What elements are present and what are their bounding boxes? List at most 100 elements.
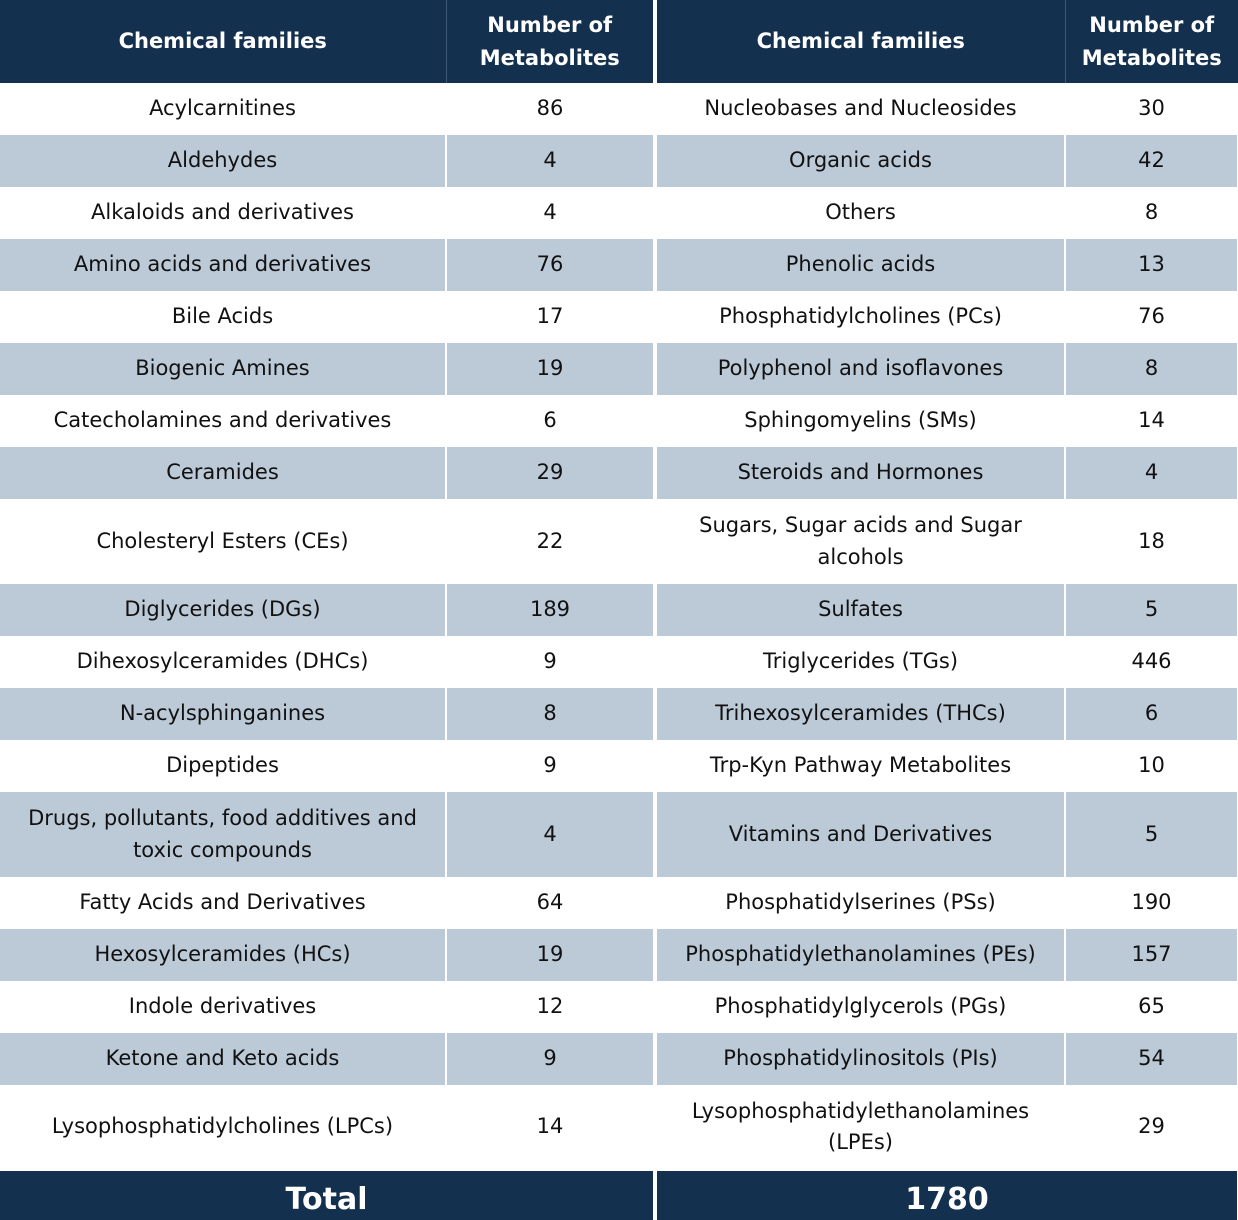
count-cell: 13 [1065, 239, 1238, 291]
family-cell: Polyphenol and isoflavones [655, 343, 1066, 395]
count-cell: 18 [1065, 499, 1238, 584]
count-cell: 54 [1065, 1033, 1238, 1085]
count-cell: 19 [446, 343, 657, 395]
family-cell: Phosphatidylinositols (PIs) [655, 1033, 1066, 1085]
table-row: Amino acids and derivatives 76 Phenolic ac… [0, 239, 1238, 291]
total-row: Total 1780 [0, 1169, 1238, 1220]
family-cell: Drugs, pollutants, food additives and to… [0, 792, 447, 877]
table-row: Lysophosphatidylcholines (LPCs) 14 Lysopho… [0, 1085, 1238, 1170]
count-cell: 64 [446, 877, 657, 929]
total-label: Total [0, 1169, 657, 1220]
count-cell: 8 [1065, 187, 1238, 239]
count-cell: 4 [446, 187, 657, 239]
table-row: Ketone and Keto acids 9 Phosphatidylinosit… [0, 1033, 1238, 1085]
count-cell: 76 [446, 239, 657, 291]
header-cell: Number of Metabolites [1065, 0, 1238, 83]
family-cell: Amino acids and derivatives [0, 239, 447, 291]
count-cell: 22 [446, 499, 657, 584]
family-cell: Phosphatidylserines (PSs) [655, 877, 1066, 929]
family-cell: Acylcarnitines [0, 83, 447, 135]
family-cell: Vitamins and Derivatives [655, 792, 1066, 877]
count-cell: 10 [1065, 740, 1238, 792]
family-cell: Lysophosphatidylethanolamines (LPEs) [655, 1085, 1066, 1170]
table-row: Aldehydes 4 Organic acids 42 [0, 135, 1238, 187]
family-cell: Others [655, 187, 1066, 239]
family-cell: Sulfates [655, 584, 1066, 636]
family-cell: Phenolic acids [655, 239, 1066, 291]
count-cell: 5 [1065, 584, 1238, 636]
family-cell: Triglycerides (TGs) [655, 636, 1066, 688]
table-row: Alkaloids and derivatives 4 Others 8 [0, 187, 1238, 239]
count-cell: 17 [446, 291, 657, 343]
count-cell: 4 [1065, 447, 1238, 499]
table-row: Biogenic Amines 19 Polyphenol and isoflavo… [0, 343, 1238, 395]
family-cell: Nucleobases and Nucleosides [655, 83, 1066, 135]
count-cell: 14 [1065, 395, 1238, 447]
family-cell: Aldehydes [0, 135, 447, 187]
count-cell: 9 [446, 636, 657, 688]
table-row: Dipeptides 9 Trp-Kyn Pathway Metabolites 10 [0, 740, 1238, 792]
family-cell: Alkaloids and derivatives [0, 187, 447, 239]
count-cell: 6 [446, 395, 657, 447]
table-row: Indole derivatives 12 Phosphatidylglycerol… [0, 981, 1238, 1033]
family-cell: Dihexosylceramides (DHCs) [0, 636, 447, 688]
family-cell: Hexosylceramides (HCs) [0, 929, 447, 981]
count-cell: 29 [446, 447, 657, 499]
count-cell: 19 [446, 929, 657, 981]
header-cell: Chemical families [0, 0, 447, 83]
header-cell: Chemical families [655, 0, 1066, 83]
count-cell: 4 [446, 792, 657, 877]
count-cell: 8 [446, 688, 657, 740]
count-cell: 12 [446, 981, 657, 1033]
family-cell: Trp-Kyn Pathway Metabolites [655, 740, 1066, 792]
family-cell: Phosphatidylcholines (PCs) [655, 291, 1066, 343]
header-cell: Number of Metabolites [446, 0, 657, 83]
family-cell: Lysophosphatidylcholines (LPCs) [0, 1085, 447, 1170]
family-cell: Phosphatidylethanolamines (PEs) [655, 929, 1066, 981]
table-row: Acylcarnitines 86 Nucleobases and Nucleosi… [0, 83, 1238, 135]
count-cell: 190 [1065, 877, 1238, 929]
count-cell: 76 [1065, 291, 1238, 343]
family-cell: Fatty Acids and Derivatives [0, 877, 447, 929]
count-cell: 65 [1065, 981, 1238, 1033]
family-cell: Biogenic Amines [0, 343, 447, 395]
count-cell: 9 [446, 1033, 657, 1085]
count-cell: 9 [446, 740, 657, 792]
table-row: Dihexosylceramides (DHCs) 9 Triglycerides … [0, 636, 1238, 688]
family-cell: Ceramides [0, 447, 447, 499]
count-cell: 29 [1065, 1085, 1238, 1170]
table-row: Catecholamines and derivatives 6 Sphingomy… [0, 395, 1238, 447]
table-row: Ceramides 29 Steroids and Hormones 4 [0, 447, 1238, 499]
table-row: Hexosylceramides (HCs) 19 Phosphatidyletha… [0, 929, 1238, 981]
count-cell: 189 [446, 584, 657, 636]
family-cell: Trihexosylceramides (THCs) [655, 688, 1066, 740]
table-row: N-acylsphinganines 8 Trihexosylceramides (… [0, 688, 1238, 740]
table-row: Diglycerides (DGs) 189 Sulfates 5 [0, 584, 1238, 636]
count-cell: 42 [1065, 135, 1238, 187]
total-value: 1780 [655, 1169, 1238, 1220]
count-cell: 14 [446, 1085, 657, 1170]
table-row: Fatty Acids and Derivatives 64 Phosphatidy… [0, 877, 1238, 929]
family-cell: Bile Acids [0, 291, 447, 343]
count-cell: 5 [1065, 792, 1238, 877]
table-row: Drugs, pollutants, food additives and to… [0, 792, 1238, 877]
family-cell: Sugars, Sugar acids and Sugar alcohols [655, 499, 1066, 584]
count-cell: 6 [1065, 688, 1238, 740]
family-cell: Phosphatidylglycerols (PGs) [655, 981, 1066, 1033]
family-cell: Catecholamines and derivatives [0, 395, 447, 447]
count-cell: 30 [1065, 83, 1238, 135]
header-row: Chemical families Number of Metabolites … [0, 0, 1238, 83]
family-cell: Organic acids [655, 135, 1066, 187]
table-row: Cholesteryl Esters (CEs) 22 Sugars, Sugar … [0, 499, 1238, 584]
family-cell: N-acylsphinganines [0, 688, 447, 740]
family-cell: Dipeptides [0, 740, 447, 792]
family-cell: Sphingomyelins (SMs) [655, 395, 1066, 447]
family-cell: Cholesteryl Esters (CEs) [0, 499, 447, 584]
count-cell: 157 [1065, 929, 1238, 981]
family-cell: Indole derivatives [0, 981, 447, 1033]
family-cell: Ketone and Keto acids [0, 1033, 447, 1085]
family-cell: Steroids and Hormones [655, 447, 1066, 499]
count-cell: 446 [1065, 636, 1238, 688]
